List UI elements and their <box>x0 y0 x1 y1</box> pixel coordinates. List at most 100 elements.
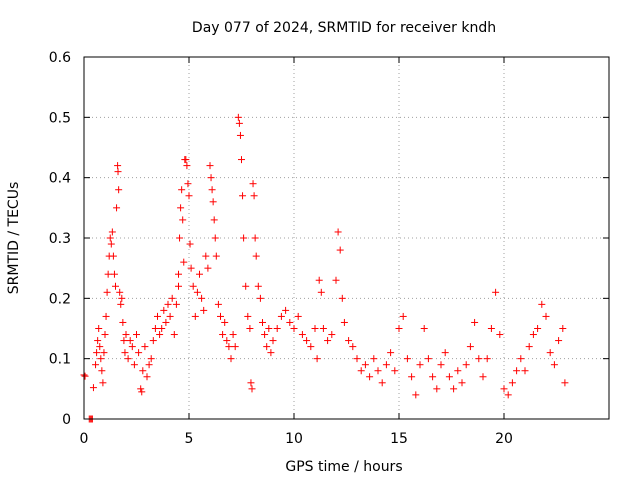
data-point <box>546 349 554 357</box>
data-point <box>462 361 470 369</box>
data-point <box>248 385 256 393</box>
data-point <box>149 337 157 345</box>
data-point <box>138 388 146 396</box>
data-point <box>137 385 145 393</box>
data-point <box>209 198 217 206</box>
data-point <box>145 361 153 369</box>
data-point <box>534 325 542 332</box>
y-tick-label: 0.5 <box>49 110 71 126</box>
data-point <box>555 337 563 345</box>
data-point <box>250 192 258 200</box>
data-point <box>96 343 104 351</box>
data-point <box>89 384 97 392</box>
data-point <box>182 156 190 164</box>
data-point <box>189 282 197 290</box>
y-tick-label: 0 <box>62 412 71 428</box>
data-point <box>110 270 118 278</box>
data-point <box>103 288 111 296</box>
data-point <box>357 367 365 375</box>
data-point <box>328 331 336 339</box>
data-point <box>542 312 550 320</box>
grid-layer <box>84 57 609 419</box>
data-point <box>184 180 192 188</box>
x-tick-label: 0 <box>80 431 89 447</box>
data-point <box>471 318 479 326</box>
data-point <box>179 216 187 224</box>
data-point <box>166 312 174 320</box>
data-point <box>550 361 558 369</box>
data-point <box>370 355 378 363</box>
data-point <box>277 312 285 320</box>
data-point <box>338 294 346 302</box>
data-point <box>177 204 185 212</box>
data-point <box>234 113 242 121</box>
data-point <box>158 325 166 332</box>
data-point <box>151 325 159 332</box>
data-point <box>108 228 116 236</box>
data-point <box>429 373 437 381</box>
data-point <box>170 331 178 339</box>
y-tick-label: 0.2 <box>49 291 71 307</box>
data-point <box>204 264 212 272</box>
x-tick-label: 15 <box>390 431 408 447</box>
data-point <box>437 361 445 369</box>
data-point <box>247 379 255 387</box>
data-point <box>458 379 466 387</box>
data-point <box>336 246 344 254</box>
data-point <box>315 276 323 284</box>
data-point <box>193 288 201 296</box>
data-point <box>206 162 214 170</box>
y-tick-label: 0.1 <box>49 352 71 368</box>
data-point <box>504 391 512 399</box>
data-point <box>475 355 483 363</box>
y-tick-label: 0.3 <box>49 231 71 247</box>
data-point <box>508 379 516 387</box>
data-point <box>210 216 218 224</box>
plot-frame <box>83 56 610 420</box>
data-point <box>211 234 219 242</box>
data-point <box>403 355 411 363</box>
data-point <box>102 312 110 320</box>
data-point <box>200 306 208 314</box>
data-point <box>525 343 533 351</box>
data-point <box>217 312 224 320</box>
data-point <box>207 174 215 182</box>
data-point <box>143 373 151 381</box>
data-point <box>492 288 500 296</box>
data-point <box>286 318 294 326</box>
data-point <box>261 331 269 339</box>
data-point <box>303 337 311 345</box>
data-point <box>273 325 281 332</box>
data-point <box>395 325 403 332</box>
data-point <box>317 288 325 296</box>
data-point <box>267 349 275 357</box>
data-point <box>118 294 126 302</box>
data-point <box>424 355 432 363</box>
data-point <box>340 318 348 326</box>
data-point <box>538 300 546 308</box>
data-point <box>107 240 115 248</box>
data-point <box>450 385 458 393</box>
data-point <box>236 131 244 139</box>
data-point <box>240 234 248 242</box>
data-point <box>212 252 220 260</box>
data-point <box>408 373 416 381</box>
data-point <box>517 355 525 363</box>
data-point <box>378 379 386 387</box>
data-point <box>239 192 247 200</box>
data-point <box>154 312 161 320</box>
data-point <box>433 385 441 393</box>
data-point <box>242 282 250 290</box>
data-point <box>117 300 125 308</box>
data-point <box>128 343 136 351</box>
data-point <box>180 258 188 266</box>
data-point <box>198 294 206 302</box>
chart-title: Day 077 of 2024, SRMTID for receiver knd… <box>192 20 496 36</box>
data-point <box>249 180 257 188</box>
data-point <box>176 234 184 242</box>
data-point <box>164 300 172 308</box>
data-point <box>487 325 495 332</box>
data-point <box>168 294 176 302</box>
data-point <box>361 361 369 369</box>
data-point <box>387 349 395 357</box>
